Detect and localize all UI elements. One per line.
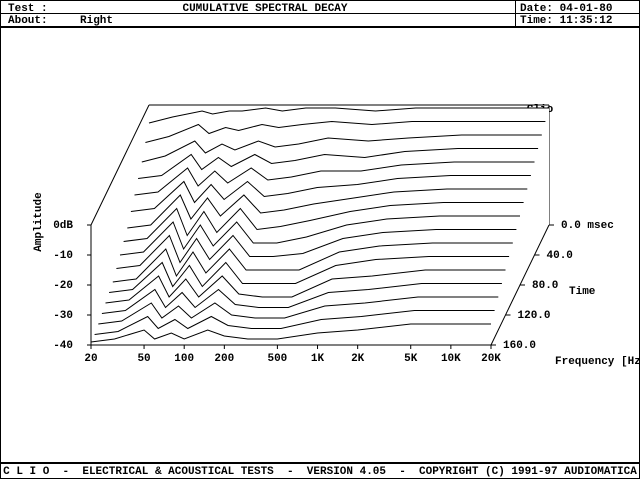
z-tick-label: 80.0 (532, 280, 558, 292)
waterfall-chart: Clio Amplitude Frequency [Hz] Time 0dB-1… (33, 104, 640, 368)
about: Right (80, 15, 113, 27)
decay-slice (130, 175, 531, 212)
date: Date: 04-01-80 (520, 3, 612, 15)
x-tick-label: 1K (311, 353, 325, 365)
decay-slice (109, 256, 510, 293)
z-tick-label: 40.0 (547, 250, 573, 262)
y-tick-label: -20 (53, 280, 73, 292)
x-tick-label: 20K (481, 353, 501, 365)
decay-slice (141, 134, 542, 163)
decay-slice (112, 242, 513, 283)
x-tick-label: 500 (267, 353, 287, 365)
x-tick-label: 10K (441, 353, 461, 365)
decay-slice (127, 188, 528, 229)
y-tick-label: -40 (53, 340, 73, 352)
decay-slice (94, 310, 495, 335)
decay-slice (98, 296, 499, 325)
title: CUMULATIVE SPECTRAL DECAY (182, 3, 347, 15)
slice-mask (91, 324, 491, 345)
decay-slice (105, 269, 506, 304)
x-tick-label: 50 (137, 353, 150, 365)
decay-slice (123, 202, 524, 242)
decay-slice (116, 229, 517, 269)
x-tick-label: 2K (351, 353, 365, 365)
footer: C L I O - ELECTRICAL & ACOUSTICAL TESTS … (3, 466, 637, 478)
z-tick-label: 160.0 (503, 340, 536, 352)
decay-slice (148, 107, 549, 124)
z-tick-label: 120.0 (518, 310, 551, 322)
x-tick-label: 5K (404, 353, 418, 365)
side-frame (90, 104, 150, 226)
decay-slice (90, 323, 491, 343)
decay-slice (101, 283, 502, 314)
y-tick-label: -30 (53, 310, 73, 322)
x-axis-label: Frequency [Hz] (555, 356, 640, 368)
x-tick-label: 200 (214, 353, 234, 365)
x-tick-label: 20 (84, 353, 97, 365)
decay-slice (145, 120, 546, 143)
y-axis-label: Amplitude (33, 192, 45, 252)
time: Time: 11:35:12 (520, 15, 612, 27)
test-label: Test : (8, 3, 48, 15)
z-tick-label: 0.0 msec (561, 220, 614, 232)
decay-slice (119, 215, 520, 256)
y-tick-label: 0dB (53, 220, 73, 232)
x-tick-label: 100 (174, 353, 194, 365)
z-axis-label: Time (569, 286, 596, 298)
about-label: About: (8, 15, 48, 27)
decay-slice (134, 161, 535, 196)
decay-slice (138, 148, 539, 179)
y-tick-label: -10 (53, 250, 73, 262)
